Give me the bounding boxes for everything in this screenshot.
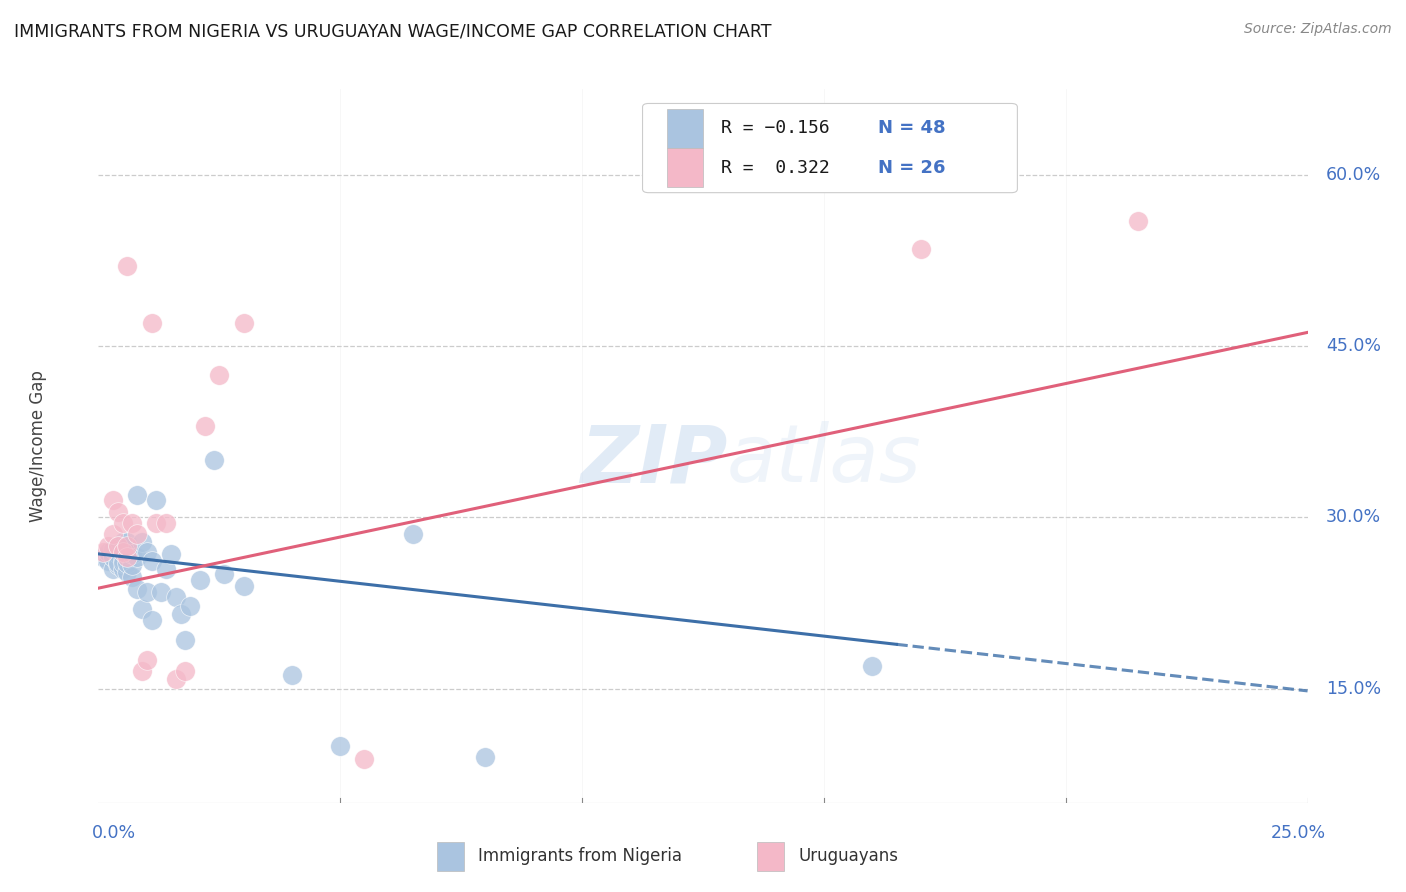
Immigrants from Nigeria [141, 554, 163, 568]
Uruguayans [145, 516, 167, 530]
Uruguayans [208, 368, 231, 382]
Immigrants from Nigeria [169, 607, 191, 622]
Text: N = 48: N = 48 [879, 120, 946, 137]
Uruguayans [353, 752, 375, 766]
Immigrants from Nigeria [127, 550, 149, 565]
Immigrants from Nigeria [204, 453, 226, 467]
Immigrants from Nigeria [107, 558, 129, 573]
Immigrants from Nigeria [101, 542, 124, 557]
Immigrants from Nigeria [121, 570, 143, 584]
Uruguayans [232, 316, 254, 330]
Immigrants from Nigeria [127, 487, 149, 501]
Immigrants from Nigeria [329, 739, 352, 753]
Text: Uruguayans: Uruguayans [799, 847, 898, 865]
FancyBboxPatch shape [666, 148, 703, 187]
Uruguayans [910, 242, 932, 256]
Uruguayans [131, 665, 153, 679]
Immigrants from Nigeria [860, 658, 883, 673]
Immigrants from Nigeria [111, 535, 134, 549]
Uruguayans [91, 544, 114, 558]
Immigrants from Nigeria [174, 632, 197, 647]
Text: Immigrants from Nigeria: Immigrants from Nigeria [478, 847, 682, 865]
Uruguayans [117, 550, 139, 565]
Uruguayans [117, 259, 139, 273]
Immigrants from Nigeria [131, 601, 153, 615]
Uruguayans [107, 505, 129, 519]
Immigrants from Nigeria [179, 599, 201, 614]
Immigrants from Nigeria [111, 544, 134, 558]
Text: ZIP: ZIP [579, 421, 727, 500]
Text: Source: ZipAtlas.com: Source: ZipAtlas.com [1244, 22, 1392, 37]
Immigrants from Nigeria [111, 562, 134, 576]
Uruguayans [111, 544, 134, 558]
Immigrants from Nigeria [474, 750, 496, 764]
Text: N = 26: N = 26 [879, 159, 946, 177]
Immigrants from Nigeria [121, 558, 143, 573]
Immigrants from Nigeria [145, 493, 167, 508]
Uruguayans [141, 316, 163, 330]
Immigrants from Nigeria [117, 535, 139, 549]
Immigrants from Nigeria [111, 552, 134, 566]
FancyBboxPatch shape [437, 842, 464, 871]
Immigrants from Nigeria [117, 556, 139, 570]
Uruguayans [127, 527, 149, 541]
FancyBboxPatch shape [666, 109, 703, 148]
Immigrants from Nigeria [101, 562, 124, 576]
Immigrants from Nigeria [141, 613, 163, 627]
Immigrants from Nigeria [121, 547, 143, 561]
Text: 45.0%: 45.0% [1326, 337, 1381, 355]
Text: IMMIGRANTS FROM NIGERIA VS URUGUAYAN WAGE/INCOME GAP CORRELATION CHART: IMMIGRANTS FROM NIGERIA VS URUGUAYAN WAG… [14, 22, 772, 40]
Immigrants from Nigeria [107, 539, 129, 553]
Text: atlas: atlas [727, 421, 922, 500]
Immigrants from Nigeria [135, 544, 157, 558]
Immigrants from Nigeria [107, 556, 129, 570]
Uruguayans [135, 653, 157, 667]
Immigrants from Nigeria [127, 582, 149, 597]
Immigrants from Nigeria [117, 565, 139, 579]
Immigrants from Nigeria [188, 573, 211, 587]
Uruguayans [194, 419, 217, 434]
Uruguayans [155, 516, 177, 530]
Immigrants from Nigeria [97, 554, 120, 568]
Text: 15.0%: 15.0% [1326, 680, 1381, 698]
Immigrants from Nigeria [135, 584, 157, 599]
Text: Wage/Income Gap: Wage/Income Gap [30, 370, 46, 522]
FancyBboxPatch shape [758, 842, 785, 871]
Uruguayans [101, 493, 124, 508]
Text: 30.0%: 30.0% [1326, 508, 1381, 526]
Immigrants from Nigeria [101, 550, 124, 565]
Text: 25.0%: 25.0% [1271, 824, 1326, 842]
FancyBboxPatch shape [643, 103, 1018, 193]
Uruguayans [121, 516, 143, 530]
Immigrants from Nigeria [111, 556, 134, 570]
Immigrants from Nigeria [155, 562, 177, 576]
Immigrants from Nigeria [402, 527, 425, 541]
Immigrants from Nigeria [232, 579, 254, 593]
Uruguayans [174, 665, 197, 679]
Immigrants from Nigeria [97, 544, 120, 558]
Immigrants from Nigeria [117, 547, 139, 561]
Uruguayans [101, 527, 124, 541]
Uruguayans [111, 516, 134, 530]
Immigrants from Nigeria [160, 547, 183, 561]
Immigrants from Nigeria [165, 591, 187, 605]
Immigrants from Nigeria [91, 550, 114, 565]
Immigrants from Nigeria [281, 668, 304, 682]
Text: 60.0%: 60.0% [1326, 166, 1381, 184]
Text: R = −0.156: R = −0.156 [721, 120, 830, 137]
Immigrants from Nigeria [107, 547, 129, 561]
Immigrants from Nigeria [131, 535, 153, 549]
Text: 0.0%: 0.0% [93, 824, 136, 842]
Immigrants from Nigeria [212, 567, 235, 582]
Uruguayans [107, 539, 129, 553]
Uruguayans [165, 673, 187, 687]
Immigrants from Nigeria [150, 584, 173, 599]
Uruguayans [1128, 213, 1150, 227]
Uruguayans [117, 539, 139, 553]
Uruguayans [97, 539, 120, 553]
Text: R =  0.322: R = 0.322 [721, 159, 830, 177]
